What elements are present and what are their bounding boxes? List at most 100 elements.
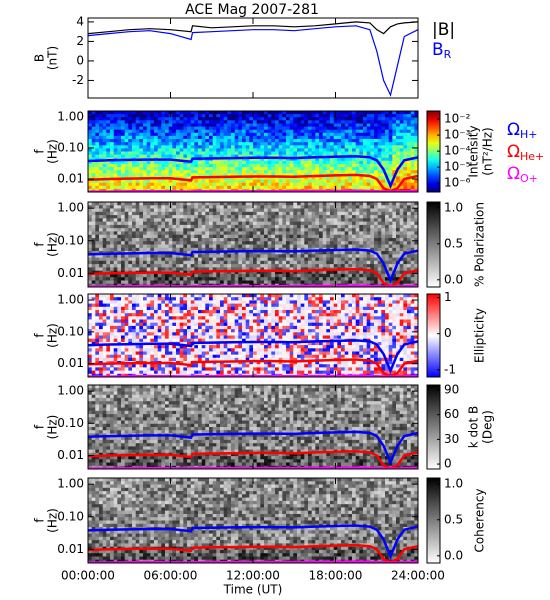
spectrogram-cell: [333, 234, 338, 239]
spectrogram-cell: [95, 215, 100, 219]
spectrogram-cell: [344, 164, 349, 168]
spectrogram-cell: [289, 139, 294, 143]
spectrogram-cell: [201, 139, 206, 143]
spectrogram-cell: [399, 231, 404, 236]
spectrogram-cell: [407, 160, 412, 165]
spectrogram-cell: [278, 218, 283, 222]
spectrogram-cell: [187, 117, 192, 121]
spectrogram-cell: [117, 151, 122, 155]
spectrogram-cell: [319, 228, 324, 232]
spectrogram-cell: [227, 238, 232, 242]
spectrogram-cell: [194, 114, 199, 118]
spectrogram-cell: [293, 126, 298, 131]
spectrogram-cell: [190, 205, 195, 209]
spectrogram-cell: [300, 221, 305, 226]
spectrogram-cell: [179, 205, 184, 209]
spectrogram-cell: [227, 254, 232, 258]
spectrogram-cell: [220, 238, 225, 242]
spectrogram-cell: [242, 170, 247, 174]
spectrogram-cell: [117, 111, 122, 115]
spectrogram-cell: [139, 231, 144, 236]
spectrogram-cell: [220, 277, 225, 281]
spectrogram-cell: [267, 126, 272, 131]
spectrogram-cell: [154, 151, 159, 155]
spectrogram-cell: [234, 126, 239, 131]
spectrogram-cell: [304, 170, 309, 174]
spectrogram-cell: [102, 264, 107, 268]
spectrogram-cell: [242, 167, 247, 171]
spectrogram-cell: [410, 182, 415, 187]
spectrogram-cell: [143, 267, 148, 272]
spectrogram-cell: [157, 154, 162, 159]
spectrogram-cell: [333, 123, 338, 127]
spectrogram-cell: [289, 154, 294, 159]
spectrogram-cell: [289, 251, 294, 255]
spectrogram-cell: [282, 123, 287, 127]
spectrogram-cell: [253, 167, 258, 171]
spectrogram-cell: [146, 126, 151, 131]
spectrogram-cell: [157, 280, 162, 285]
spectrogram-cell: [99, 142, 104, 146]
spectrogram-cell: [179, 173, 184, 177]
spectrogram-cell: [300, 142, 305, 146]
spectrogram-cell: [220, 160, 225, 165]
colorbar-tick-label: 10⁻⁵: [444, 160, 471, 174]
spectrogram-cell: [135, 160, 140, 165]
spectrogram-cell: [95, 154, 100, 159]
spectrogram-cell: [168, 247, 173, 252]
spectrogram-cell: [157, 148, 162, 152]
spectrogram-cell: [337, 257, 342, 262]
spectrogram-cell: [106, 211, 111, 216]
spectrogram-cell: [150, 129, 155, 134]
spectrogram-cell: [176, 154, 181, 159]
spectrogram-cell: [366, 228, 371, 232]
spectrogram-cell: [190, 208, 195, 213]
spectrogram-cell: [205, 228, 210, 232]
spectrogram-cell: [150, 167, 155, 171]
spectrogram-cell: [187, 182, 192, 187]
spectrogram-cell: [407, 114, 412, 118]
spectrogram-cell: [146, 267, 151, 272]
spectrogram-cell: [366, 151, 371, 155]
spectrogram-cell: [187, 231, 192, 236]
spectrogram-cell: [319, 205, 324, 209]
spectrogram-cell: [99, 148, 104, 152]
spectrogram-cell: [157, 238, 162, 242]
spectrogram-cell: [106, 273, 111, 278]
spectrogram-cell: [337, 120, 342, 124]
spectrogram-cell: [172, 132, 177, 137]
spectrogram-cell: [165, 154, 170, 159]
spectrogram-cell: [209, 126, 214, 131]
spectrogram-cell: [223, 114, 228, 118]
spectrogram-cell: [359, 241, 364, 245]
spectrogram-cell: [315, 294, 320, 298]
spectrogram-cell: [106, 218, 111, 222]
spectrogram-cell: [253, 139, 258, 143]
spectrogram-cell: [388, 273, 393, 278]
spectrogram-cell: [385, 164, 390, 168]
spectrogram-cell: [322, 264, 327, 268]
spectrogram-cell: [183, 224, 188, 229]
spectrogram-cell: [179, 111, 184, 115]
spectrogram-cell: [282, 277, 287, 281]
spectrogram-cell: [113, 221, 118, 226]
spectrogram-cell: [300, 120, 305, 124]
spectrogram-cell: [414, 221, 419, 226]
spectrogram-cell: [300, 202, 305, 206]
spectrogram-cell: [322, 231, 327, 236]
spectrogram-cell: [289, 123, 294, 127]
spectrogram-cell: [253, 142, 258, 146]
spectrogram-cell: [212, 182, 217, 187]
spectrogram-cell: [271, 294, 276, 298]
spectrogram-cell: [355, 120, 360, 124]
spectrogram-cell: [289, 126, 294, 131]
spectrogram-cell: [154, 231, 159, 236]
spectrogram-cell: [172, 167, 177, 171]
spectrogram-cell: [183, 238, 188, 242]
spectrogram-cell: [385, 244, 390, 249]
spectrogram-cell: [201, 294, 206, 298]
spectrogram-cell: [304, 164, 309, 168]
spectrogram-cell: [385, 170, 390, 174]
spectrogram-cell: [121, 208, 126, 213]
spectrogram-cell: [403, 218, 408, 222]
